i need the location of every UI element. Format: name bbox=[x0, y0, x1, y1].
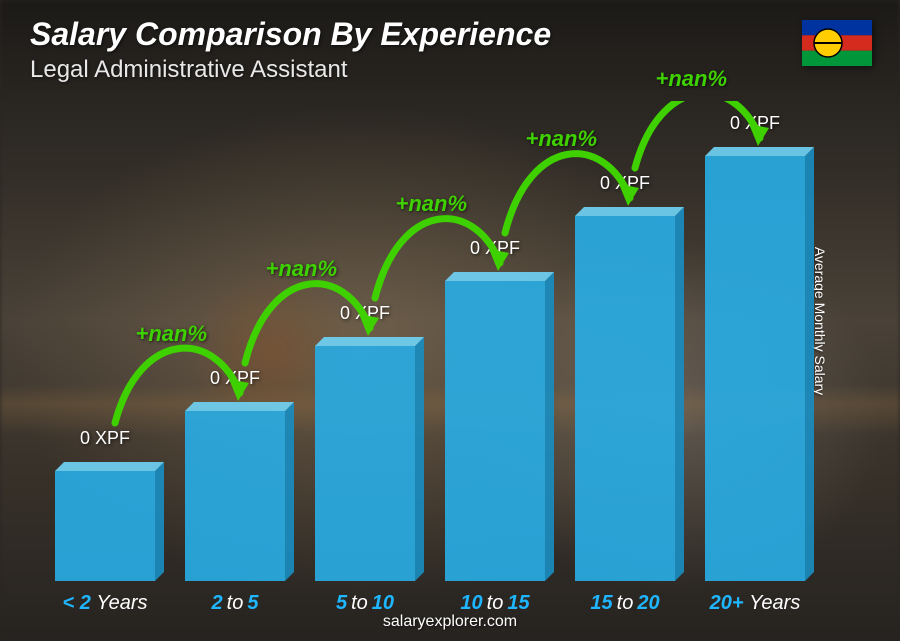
bar-value-label: 0 XPF bbox=[340, 303, 390, 324]
increase-label: +nan% bbox=[266, 256, 338, 282]
increase-label: +nan% bbox=[396, 191, 468, 217]
bar-column: 0 XPF15to20 bbox=[560, 101, 690, 581]
bar-column: 0 XPF5to10 bbox=[300, 101, 430, 581]
footer-attribution: salaryexplorer.com bbox=[0, 613, 900, 631]
bar-value-label: 0 XPF bbox=[210, 368, 260, 389]
bar-chart: 0 XPF< 2 Years0 XPF2to50 XPF5to100 XPF10… bbox=[40, 101, 820, 581]
category-label: 10to15 bbox=[430, 592, 560, 615]
flag-icon bbox=[802, 20, 872, 66]
category-label: 2to5 bbox=[170, 592, 300, 615]
bar bbox=[55, 471, 155, 581]
bar bbox=[705, 156, 805, 581]
category-label: 20+ Years bbox=[690, 592, 820, 615]
bar-value-label: 0 XPF bbox=[80, 428, 130, 449]
category-label: 5to10 bbox=[300, 592, 430, 615]
bar bbox=[445, 281, 545, 581]
chart-container: Salary Comparison By Experience Legal Ad… bbox=[0, 0, 900, 641]
bar-value-label: 0 XPF bbox=[600, 173, 650, 194]
increase-label: +nan% bbox=[526, 126, 598, 152]
bar-value-label: 0 XPF bbox=[470, 238, 520, 259]
category-label: 15to20 bbox=[560, 592, 690, 615]
bar-column: 0 XPF20+ Years bbox=[690, 101, 820, 581]
bar bbox=[185, 411, 285, 581]
increase-label: +nan% bbox=[136, 321, 208, 347]
bar-column: 0 XPF10to15 bbox=[430, 101, 560, 581]
bar bbox=[315, 346, 415, 581]
category-label: < 2 Years bbox=[40, 592, 170, 615]
bar-value-label: 0 XPF bbox=[730, 113, 780, 134]
chart-title: Salary Comparison By Experience bbox=[30, 16, 551, 53]
chart-subtitle: Legal Administrative Assistant bbox=[30, 56, 348, 84]
increase-label: +nan% bbox=[656, 66, 728, 92]
bar bbox=[575, 216, 675, 581]
